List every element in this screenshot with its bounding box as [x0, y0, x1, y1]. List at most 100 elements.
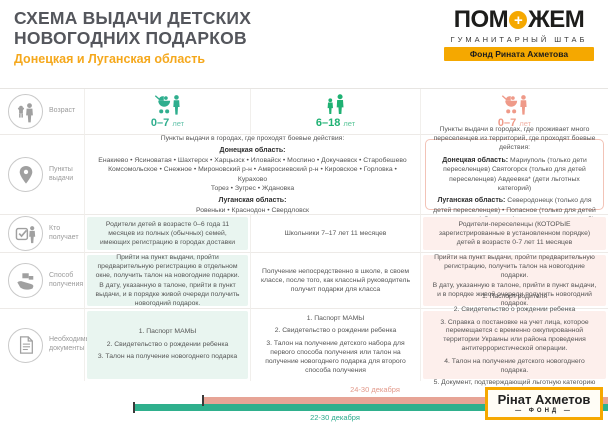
gift-hand-icon: [16, 272, 33, 290]
row-label-points: Пункты выдачи: [49, 165, 74, 182]
who-text-2: Школьники 7–17 лет 11 месяцев: [284, 229, 387, 237]
timeline-teal-bar: [133, 404, 608, 411]
row-label-who: Кто получает: [49, 224, 79, 241]
stroller-adult-idp-icon: [501, 95, 527, 115]
who-icon-circle: [8, 216, 43, 251]
age-range-2-value: 6–18: [315, 117, 341, 129]
scheme-table: Возраст 0–7 лет: [0, 88, 608, 395]
method-cell-2: Получение непосредственно в школе, в сво…: [251, 253, 421, 309]
fund-subtitle-dash-right: —: [563, 408, 573, 414]
timeline-teal-label: 22-30 декабря: [310, 413, 360, 422]
child-adult-icon: [327, 94, 343, 115]
doc-item: 3. Талон на получение детского набора дл…: [265, 340, 406, 374]
timeline-tick-start: [133, 402, 135, 413]
method-cell-1: Прийти на пункт выдачи, пройти предварит…: [85, 253, 251, 309]
timeline-pink-bar: [203, 397, 608, 404]
age-cell-6-18: 6–18 лет: [251, 89, 421, 135]
row-label-method: Способ получения: [49, 271, 84, 288]
row-age-sidebar: Возраст: [0, 89, 85, 135]
fund-subtitle-text: ФОНД: [528, 408, 560, 414]
points-idp-donetsk-label: Донецкая область:: [442, 156, 509, 164]
documents-cell-2: 1. Паспорт МАМЫ 2. Свидетельство о рожде…: [251, 309, 421, 381]
age-range-2: 6–18 лет: [316, 117, 355, 129]
points-main-cell: Пункты выдачи в городах, где проходят бо…: [85, 135, 421, 215]
map-pin-icon: [19, 165, 32, 184]
age-range-2-unit: лет: [343, 119, 356, 128]
doc-item: 1. Паспорт МАМЫ: [306, 314, 365, 322]
doc-item: 3. Талон на получение новогоднего подарк…: [97, 353, 238, 361]
documents-cell-3: 1. Паспорт родителя 2. Свидетельство о р…: [421, 293, 608, 395]
doc-item: 2. Свидетельство о рождении ребенка: [453, 305, 576, 313]
doc-item: 2. Свидетельство о рождении ребенка: [106, 340, 229, 348]
who-text-3: Родители-переселенцы (КОТОРЫЕ зарегистри…: [438, 220, 591, 247]
fund-subtitle: — ФОНД —: [492, 408, 596, 414]
wordmark-part2: ЖЕМ: [528, 6, 585, 33]
method-text-3b: В дату, указанную в талоне, прийти в пун…: [432, 281, 597, 307]
points-luhansk-label: Луганская область:: [218, 196, 287, 204]
points-icon-circle: [8, 157, 43, 192]
points-donetsk-line1: Енакиево • Ясиноватая • Шахтерск • Харцы…: [98, 157, 407, 165]
method-text-3a: Прийти на пункт выдачи, пройти предварит…: [434, 253, 595, 280]
pomozhem-logo: ПОМ + ЖЕМ ГУМАНИТАРНЫЙ ШТАБ Фонд Рината …: [444, 8, 594, 61]
points-idp-intro: Пункты выдачи в городах, где проживает м…: [433, 126, 596, 152]
age-cell-0-7: 0–7 лет: [85, 89, 251, 135]
page-title-line1: СХЕМА ВЫДАЧИ ДЕТСКИХ: [14, 8, 252, 28]
stroller-adult-icon: [154, 95, 180, 115]
who-cell-1: Родители детей в возрасте 0–6 года 11 ме…: [85, 215, 251, 253]
age-range-3-unit: лет: [519, 119, 532, 128]
plus-circle-icon: +: [509, 11, 528, 29]
points-luhansk-line1: Ровеньки • Краснодон • Свердловск: [195, 206, 310, 214]
row-points-sidebar: Пункты выдачи: [0, 135, 85, 215]
timeline-footer: 24-30 декабря 22-30 декабря Рінат Ахмето…: [0, 380, 608, 430]
age-icon: [17, 102, 33, 122]
page-subtitle: Донецкая и Луганская область: [14, 52, 206, 66]
brand-badge: Фонд Рината Ахметова: [444, 47, 594, 61]
method-text-1b: В дату, указанную в талоне, прийти в пун…: [95, 281, 240, 307]
row-method-sidebar: Способ получения: [0, 253, 85, 309]
fund-subtitle-dash-left: —: [515, 408, 525, 414]
wordmark-part1: ПОМ: [453, 6, 509, 33]
points-donetsk-line2: Комсомольское • Снежное • Мироновский р-…: [108, 166, 397, 183]
checkbox-person-icon: [15, 225, 35, 243]
age-range-3-value: 0–7: [497, 117, 517, 129]
age-range-1-value: 0–7: [150, 117, 170, 129]
who-cell-2: Школьники 7–17 лет 11 месяцев: [251, 215, 421, 253]
document-icon: [19, 336, 33, 354]
row-label-age: Возраст: [49, 107, 76, 115]
documents-cell-1: 1. Паспорт МАМЫ 2. Свидетельство о рожде…: [85, 309, 251, 381]
points-idp-luhansk-label: Луганская область:: [437, 196, 506, 204]
row-documents-sidebar: Необходимые документы: [0, 309, 95, 381]
page-title-line2: НОВОГОДНИХ ПОДАРКОВ: [14, 27, 247, 48]
age-icon-circle: [8, 94, 43, 129]
points-donetsk-label: Донецкая область:: [219, 147, 286, 155]
method-icon-circle: [8, 263, 43, 298]
points-idp-donetsk: Донецкая область: Мариуполь (только дети…: [433, 156, 596, 193]
doc-item: 4. Талон на получение детского новогодне…: [444, 357, 585, 374]
doc-item: 3. Справка о постановке на учет лица, ко…: [440, 318, 589, 352]
method-text-1a: Прийти на пункт выдачи, пройти предварит…: [95, 253, 240, 280]
method-text-2: Получение непосредственно в школе, в сво…: [261, 267, 410, 294]
timeline-pink-label: 24-30 декабря: [350, 385, 400, 394]
row-who-sidebar: Кто получает: [0, 215, 85, 253]
age-range-3: 0–7 лет: [498, 117, 531, 129]
doc-item: 1. Паспорт родителя: [481, 292, 548, 300]
points-idp-cell: Пункты выдачи в городах, где проживает м…: [421, 126, 608, 223]
points-donetsk-line3: Торез • Зугрес • Ждановка: [210, 184, 295, 192]
who-text-1: Родители детей в возрасте 0–6 года 11 ме…: [99, 220, 235, 247]
age-range-1: 0–7 лет: [151, 117, 184, 129]
brand-tagline: ГУМАНИТАРНЫЙ ШТАБ: [450, 35, 588, 44]
row-label-documents: Необходимые документы: [49, 336, 95, 352]
age-range-1-unit: лет: [172, 119, 185, 128]
age-cell-idp-0-7: 0–7 лет: [421, 89, 608, 135]
points-idp-donetsk-text: Мариуполь (только дети переселенцев) Свя…: [443, 156, 587, 192]
page-title: СХЕМА ВЫДАЧИ ДЕТСКИХ НОВОГОДНИХ ПОДАРКОВ: [14, 8, 252, 48]
who-cell-3: Родители-переселенцы (КОТОРЫЕ зарегистри…: [421, 215, 608, 253]
fund-name: Рінат Ахметов: [497, 392, 591, 407]
doc-item: 1. Паспорт МАМЫ: [138, 327, 197, 335]
points-main-intro: Пункты выдачи в городах, где проходят бо…: [160, 135, 345, 143]
documents-icon-circle: [8, 327, 43, 363]
timeline-tick-mid: [202, 395, 204, 406]
method-cell-3: Прийти на пункт выдачи, пройти предварит…: [421, 253, 608, 309]
pomozhem-wordmark: ПОМ + ЖЕМ: [444, 8, 594, 32]
